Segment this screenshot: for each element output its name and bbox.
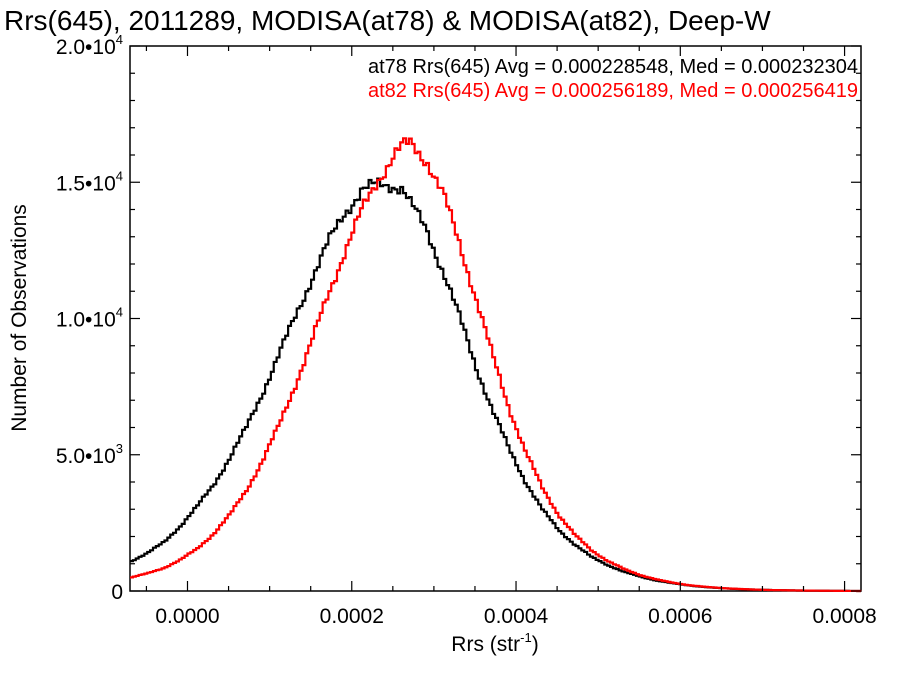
x-tick-label: 0.0006 bbox=[648, 605, 712, 628]
y-axis-label: Number of Observations bbox=[8, 204, 31, 432]
y-tick-label: 0 bbox=[111, 581, 123, 604]
y-tick-label: 1.5•104 bbox=[56, 168, 123, 195]
annotation-at82: at82 Rrs(645) Avg = 0.000256189, Med = 0… bbox=[368, 80, 858, 102]
series-line-at78 bbox=[130, 177, 862, 593]
x-axis-label: Rrs (str-1) bbox=[451, 630, 538, 656]
x-tick-label: 0.0008 bbox=[812, 605, 876, 628]
series-line-at82 bbox=[130, 137, 862, 593]
x-axis-label-close: ) bbox=[532, 633, 539, 656]
y-tick-label: 2.0•104 bbox=[56, 32, 123, 59]
series-layer bbox=[130, 137, 862, 593]
tick-layer: 0.0000 0.0002 0.0004 0.0006 0.0008 0 5.0•103 1.… bbox=[56, 32, 877, 628]
y-tick-label: 5.0•103 bbox=[56, 441, 123, 468]
x-tick-label: 0.0000 bbox=[155, 605, 219, 628]
annotation-at78: at78 Rrs(645) Avg = 0.000228548, Med = 0… bbox=[368, 56, 858, 78]
annotation-layer: at78 Rrs(645) Avg = 0.000228548, Med = 0… bbox=[368, 56, 858, 102]
x-tick-label: 0.0004 bbox=[484, 605, 549, 628]
x-axis-label-sup: -1 bbox=[520, 630, 532, 645]
chart-title: Rrs(645), 2011289, MODISA(at78) & MODISA… bbox=[4, 5, 771, 36]
x-axis-label-main: Rrs (str bbox=[451, 633, 520, 656]
plot-frame bbox=[129, 45, 862, 592]
x-tick-label: 0.0002 bbox=[320, 605, 384, 628]
y-tick-label: 1.0•104 bbox=[56, 305, 123, 332]
